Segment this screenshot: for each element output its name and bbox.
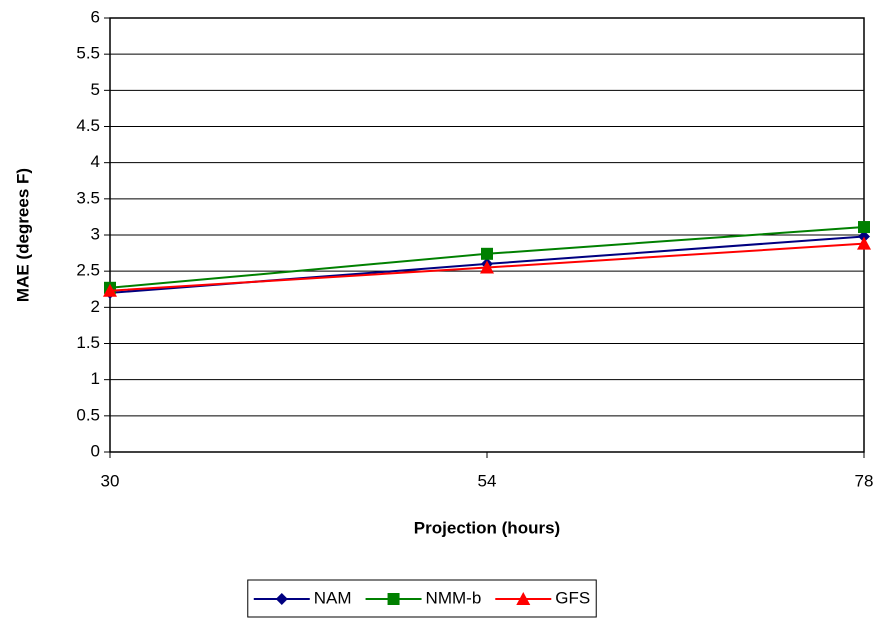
marker <box>387 593 400 605</box>
marker <box>481 247 493 260</box>
x-tick-label: 30 <box>101 471 120 490</box>
y-tick-label: 4 <box>91 152 100 171</box>
marker <box>516 592 531 605</box>
legend: NAM NMM-b GFS <box>247 579 597 618</box>
y-tick-label: 1.5 <box>76 333 100 352</box>
legend-label: NMM-b <box>426 588 482 607</box>
marker <box>858 221 870 234</box>
x-axis-title: Projection (hours) <box>414 518 560 537</box>
legend-label: GFS <box>555 588 590 607</box>
marker <box>858 230 870 243</box>
x-tick-label: 54 <box>478 471 497 490</box>
y-tick-label: 2.5 <box>76 261 100 280</box>
y-tick-label: 5 <box>91 80 100 99</box>
legend-label: NAM <box>314 588 352 607</box>
y-axis-title: MAE (degrees F) <box>13 168 32 302</box>
y-tick-label: 4.5 <box>76 116 100 135</box>
y-tick-label: 6 <box>91 7 100 26</box>
marker <box>857 236 871 250</box>
x-tick-label: 78 <box>855 471 874 490</box>
y-tick-label: 1 <box>91 369 100 388</box>
y-tick-label: 2 <box>91 297 100 316</box>
y-tick-label: 5.5 <box>76 44 100 63</box>
marker <box>480 260 494 274</box>
legend-item: NMM-b <box>365 588 482 607</box>
legend-item: NAM <box>253 588 352 607</box>
y-tick-label: 3.5 <box>76 188 100 207</box>
y-tick-label: 3 <box>91 224 100 243</box>
marker <box>103 283 117 297</box>
y-tick-label: 0 <box>91 441 100 460</box>
marker <box>275 593 288 605</box>
y-tick-label: 0.5 <box>76 405 100 424</box>
legend-item: GFS <box>495 588 590 607</box>
